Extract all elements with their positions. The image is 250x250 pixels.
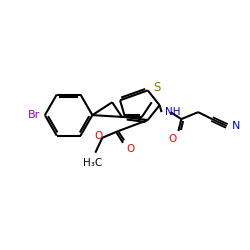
Text: NH: NH (164, 107, 180, 117)
Text: N: N (232, 121, 240, 131)
Text: Br: Br (28, 110, 40, 120)
Text: O: O (94, 131, 102, 141)
Text: H₃C: H₃C (83, 158, 102, 168)
Text: O: O (126, 144, 134, 154)
Text: S: S (154, 81, 161, 94)
Text: O: O (168, 134, 176, 144)
